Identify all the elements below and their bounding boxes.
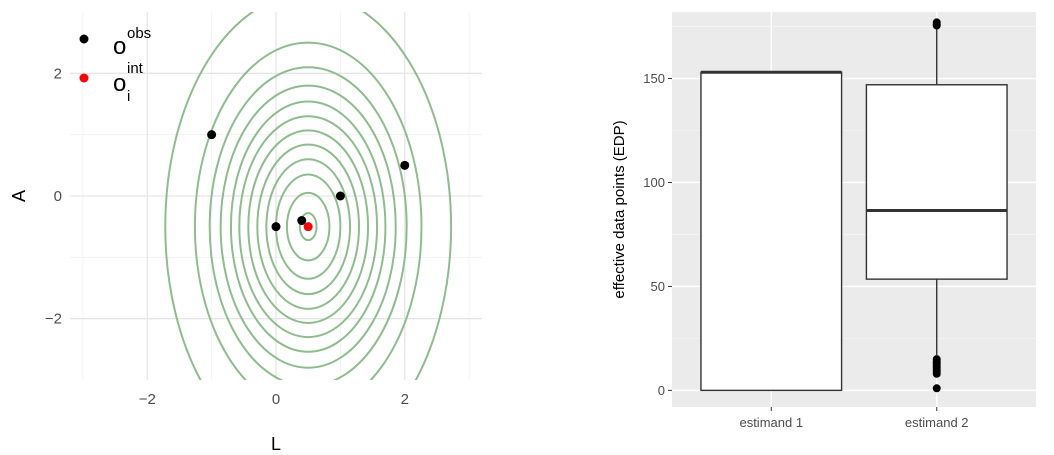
boxplot-x-tick-labels: estimand 1 estimand 2	[739, 407, 969, 430]
box-1	[700, 70, 843, 392]
boxplot-panel: 0 50 100 150 estimand 1 estimand 2 effective…	[611, 12, 1036, 430]
legend-marker-obs	[79, 34, 89, 44]
outlier-point-1	[932, 384, 941, 393]
contour-ring-11	[193, 41, 423, 380]
scatter-y-axis-title: A	[9, 190, 29, 202]
contour-ring-8	[229, 100, 387, 353]
observed-point-3	[297, 216, 307, 226]
contour-ring-1	[298, 212, 318, 242]
contour-ring-5	[256, 143, 361, 310]
scatter-y-tick-label: 2	[54, 65, 62, 82]
scatter-x-tick-label: 2	[401, 391, 409, 408]
boxplot-y-axis-title: effective data points (EDP)	[611, 120, 628, 298]
boxplot-x-tick-label: estimand 1	[739, 415, 803, 430]
observed-point-1	[207, 130, 217, 140]
observed-point-5	[400, 160, 410, 170]
outlier-point-9	[932, 355, 941, 364]
legend-label-obs-superscript: obs	[127, 25, 151, 42]
density-contours	[164, 12, 453, 380]
boxplot-x-tick-label: estimand 2	[905, 415, 969, 430]
scatter-points	[207, 130, 410, 232]
box-2	[865, 18, 1008, 393]
observed-point-2	[271, 222, 281, 232]
boxplot-boxes	[700, 18, 1008, 393]
observed-point-4	[335, 191, 345, 201]
scatter-x-axis-title: L	[271, 434, 281, 454]
intervention-point-1	[303, 222, 313, 232]
boxplot-y-tick-label: 50	[651, 279, 665, 294]
legend-label-obs: o	[113, 33, 126, 60]
outlier-point-12	[932, 18, 941, 27]
boxplot-y-tick-label: 0	[658, 383, 665, 398]
contour-ring-9	[219, 84, 397, 369]
contour-ring-10	[208, 66, 408, 380]
scatter-y-tick-label: 0	[54, 188, 62, 205]
scatter-x-tick-label: −2	[139, 391, 156, 408]
contour-ring-6	[247, 129, 370, 324]
scatter-x-tick-labels: −2 0 2	[139, 391, 409, 408]
contour-ring-2	[285, 191, 331, 262]
box-iqr	[700, 71, 843, 392]
boxplot-y-tick-labels: 0 50 100 150	[643, 71, 672, 398]
scatter-x-tick-label: 0	[272, 391, 280, 408]
legend-marker-int	[79, 73, 89, 83]
boxplot-y-tick-label: 100	[643, 175, 665, 190]
legend-label-int: o	[113, 70, 126, 97]
boxplot-y-tick-label: 150	[643, 71, 665, 86]
legend-label-int-subscript: i	[127, 88, 130, 105]
contour-ring-12	[164, 12, 453, 380]
contour-ring-4	[265, 158, 352, 296]
contour-ring-7	[238, 115, 379, 339]
scatter-y-tick-label: −2	[45, 311, 62, 328]
scatter-gridlines	[70, 12, 482, 380]
scatter-y-tick-labels: −2 0 2	[45, 65, 62, 327]
scatter-panel: −2 0 2 −2 0 2 L A o obs o int i	[9, 12, 482, 454]
box-iqr	[865, 84, 1008, 280]
legend: o obs o int i	[79, 25, 151, 105]
legend-label-int-superscript: int	[127, 60, 144, 77]
